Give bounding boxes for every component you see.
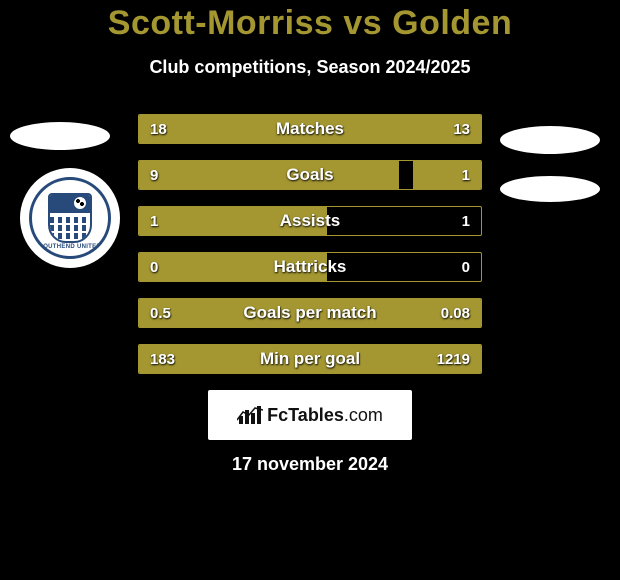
football-icon (74, 197, 86, 209)
crest-text: SOUTHEND UNITED (32, 244, 108, 250)
stat-label: Min per goal (139, 345, 481, 373)
logo-text: FcTables.com (267, 405, 383, 426)
left-team-ellipse (10, 122, 110, 150)
crest-shield (48, 193, 92, 243)
stat-row: 1813Matches (138, 114, 482, 144)
stat-label: Assists (139, 207, 481, 235)
stat-label: Goals per match (139, 299, 481, 327)
comparison-card: Scott-Morriss vs Golden Club competition… (0, 0, 620, 580)
right-team-ellipse-1 (500, 126, 600, 154)
stat-row: 0.50.08Goals per match (138, 298, 482, 328)
stat-label: Hattricks (139, 253, 481, 281)
stat-row: 1831219Min per goal (138, 344, 482, 374)
stat-label: Matches (139, 115, 481, 143)
footer-date: 17 november 2024 (0, 454, 620, 475)
stat-row: 11Assists (138, 206, 482, 236)
subtitle: Club competitions, Season 2024/2025 (0, 57, 620, 78)
stat-label: Goals (139, 161, 481, 189)
crest-ring: SOUTHEND UNITED (29, 177, 111, 259)
logo-text-domain: .com (344, 405, 383, 425)
logo-text-main: FcTables (267, 405, 344, 425)
fctables-logo[interactable]: FcTables.com (208, 390, 412, 440)
comparison-bars: 1813Matches 91Goals 11Assists 00Hattricks 0.… (138, 114, 482, 374)
page-title: Scott-Morriss vs Golden (0, 4, 620, 43)
stat-row: 91Goals (138, 160, 482, 190)
chart-bars-icon (237, 404, 263, 426)
right-team-ellipse-2 (500, 176, 600, 202)
stat-row: 00Hattricks (138, 252, 482, 282)
team-crest: SOUTHEND UNITED (20, 168, 120, 268)
